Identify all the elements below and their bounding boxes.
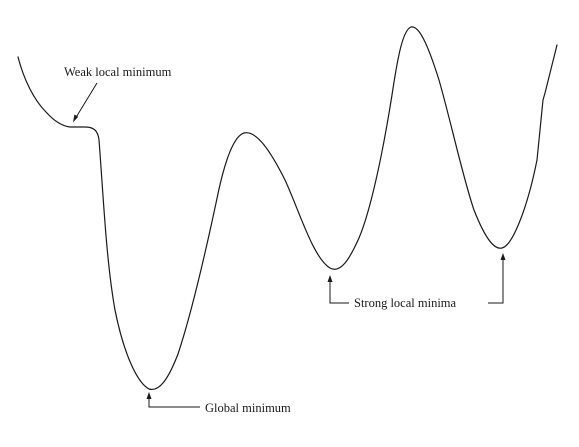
global-minimum-leader bbox=[148, 398, 200, 408]
objective-curve bbox=[17, 26, 558, 391]
weak-local-minimum-arrowhead bbox=[73, 114, 79, 123]
weak-local-minimum-arrow-shaft bbox=[75, 82, 98, 119]
weak-local-minimum-label: Weak local minimum bbox=[64, 65, 172, 79]
global-minimum-label: Global minimum bbox=[205, 401, 291, 415]
strong-local-minima-left-arrowhead bbox=[327, 275, 333, 282]
global-minimum-arrowhead bbox=[146, 392, 152, 399]
strong-local-minima-left-leader bbox=[329, 281, 349, 304]
strong-local-minima-right-leader bbox=[488, 259, 504, 304]
strong-local-minima-label: Strong local minima bbox=[354, 296, 457, 310]
strong-local-minima-right-arrowhead bbox=[500, 253, 506, 260]
